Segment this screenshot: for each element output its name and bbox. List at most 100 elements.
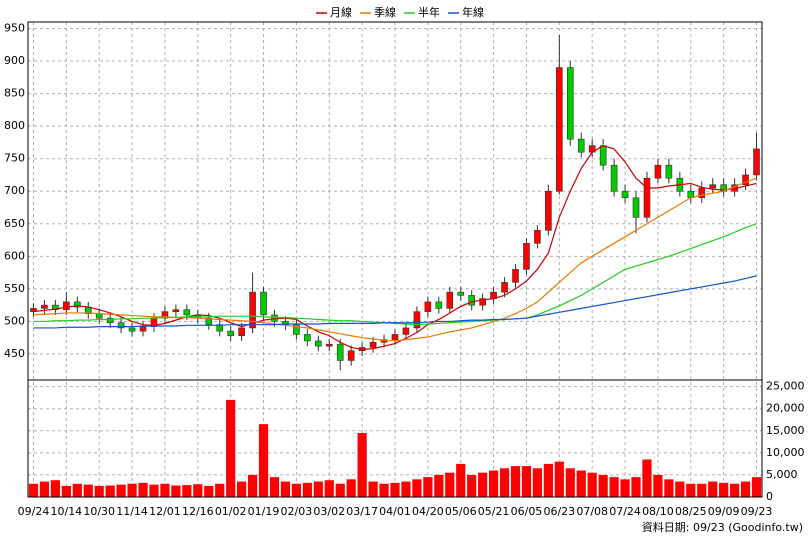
x-tick-label: 03/17 xyxy=(346,505,378,518)
volume-bar xyxy=(653,474,663,497)
candle-body xyxy=(610,164,618,192)
x-tick-label: 07/24 xyxy=(609,505,641,518)
candle-body xyxy=(172,309,180,312)
candle-body xyxy=(479,298,486,306)
volume-bar xyxy=(675,481,685,497)
volume-bar xyxy=(258,424,269,497)
volume-bar xyxy=(127,483,137,497)
x-tick-label: 01/19 xyxy=(248,505,280,518)
y-tick-label: 700 xyxy=(4,184,25,197)
moving-average-line xyxy=(33,177,757,342)
volume-bar xyxy=(609,477,619,497)
volume-bar xyxy=(576,470,586,497)
candle-body xyxy=(347,350,355,361)
volume-bar xyxy=(346,479,356,497)
x-tick-label: 09/24 xyxy=(18,505,50,518)
moving-average-line xyxy=(33,145,757,351)
volume-bar xyxy=(488,470,499,497)
x-tick-label: 02/03 xyxy=(281,505,313,518)
volume-bar xyxy=(237,481,247,497)
candle-body xyxy=(424,301,432,312)
candle-body xyxy=(216,324,224,332)
x-tick-label: 09/09 xyxy=(708,505,740,518)
volume-bar xyxy=(631,477,641,497)
candle-body xyxy=(742,174,749,186)
volume-bar xyxy=(94,485,104,497)
volume-bar xyxy=(620,479,630,497)
volume-bar xyxy=(215,483,225,497)
y-tick-label: 650 xyxy=(4,217,25,230)
y-tick-label: 600 xyxy=(4,249,25,262)
volume-bar xyxy=(160,483,170,497)
candle-body xyxy=(117,322,125,329)
candle-body xyxy=(501,282,508,293)
volume-bar xyxy=(642,459,652,497)
candle-body xyxy=(621,190,629,199)
volume-bar xyxy=(313,481,323,497)
candle-body xyxy=(128,327,136,332)
candle-body xyxy=(238,327,245,337)
x-tick-label: 06/23 xyxy=(543,505,575,518)
candle-body xyxy=(402,327,410,335)
candle-body xyxy=(260,291,267,316)
volume-bar xyxy=(730,483,740,497)
volume-bar xyxy=(72,483,82,497)
source-note: 資料日期: 09/23 (Goodinfo.tw) xyxy=(642,520,803,534)
volume-bar xyxy=(445,472,455,497)
volume-bar xyxy=(510,466,521,497)
volume-bar xyxy=(499,468,510,497)
y-tick-label: 0 xyxy=(766,490,773,503)
candle-body xyxy=(315,340,322,347)
candle-body xyxy=(73,301,81,308)
candle-body xyxy=(41,304,48,309)
y-tick-label: 15,000 xyxy=(766,424,805,437)
volume-bar xyxy=(50,480,60,497)
candle-body xyxy=(632,197,640,218)
volume-bar xyxy=(598,474,608,497)
volume-bar xyxy=(39,481,50,497)
y-tick-label: 10,000 xyxy=(766,446,805,459)
volume-bar xyxy=(521,466,532,497)
volume-bar xyxy=(61,485,71,497)
candle-body xyxy=(183,309,191,316)
x-tick-label: 08/10 xyxy=(642,505,674,518)
candle-body xyxy=(413,311,421,329)
candle-body xyxy=(205,317,213,325)
volume-bar xyxy=(390,482,400,497)
volume-bar xyxy=(587,472,597,497)
x-tick-label: 12/01 xyxy=(149,505,181,518)
candle-body xyxy=(599,145,607,166)
candle-body xyxy=(665,164,673,179)
x-tick-label: 07/08 xyxy=(576,505,608,518)
volume-bar xyxy=(269,477,280,497)
candle-body xyxy=(753,148,760,176)
candle-body xyxy=(654,164,662,179)
volume-bar xyxy=(247,474,258,497)
volume-bar xyxy=(412,479,422,497)
candle-body xyxy=(435,301,443,309)
volume-bar xyxy=(138,482,148,497)
volume-bar xyxy=(357,432,367,497)
y-tick-label: 500 xyxy=(4,314,25,327)
legend-label: 半年 xyxy=(418,5,440,19)
candle-body xyxy=(457,291,465,296)
candle-body xyxy=(293,324,300,335)
legend-label: 年線 xyxy=(462,5,484,19)
y-tick-label: 450 xyxy=(4,347,25,360)
y-tick-label: 800 xyxy=(4,119,25,132)
candle-body xyxy=(512,269,519,283)
volume-bar xyxy=(478,472,488,497)
candle-body xyxy=(709,184,717,189)
candle-body xyxy=(139,326,147,332)
x-tick-label: 10/14 xyxy=(50,505,82,518)
volume-bar xyxy=(379,483,389,497)
y-tick-label: 25,000 xyxy=(766,380,805,393)
candle-body xyxy=(249,291,256,329)
candle-body xyxy=(227,330,234,337)
x-tick-label: 06/05 xyxy=(511,505,543,518)
x-tick-label: 08/25 xyxy=(675,505,707,518)
y-tick-label: 850 xyxy=(4,87,25,100)
